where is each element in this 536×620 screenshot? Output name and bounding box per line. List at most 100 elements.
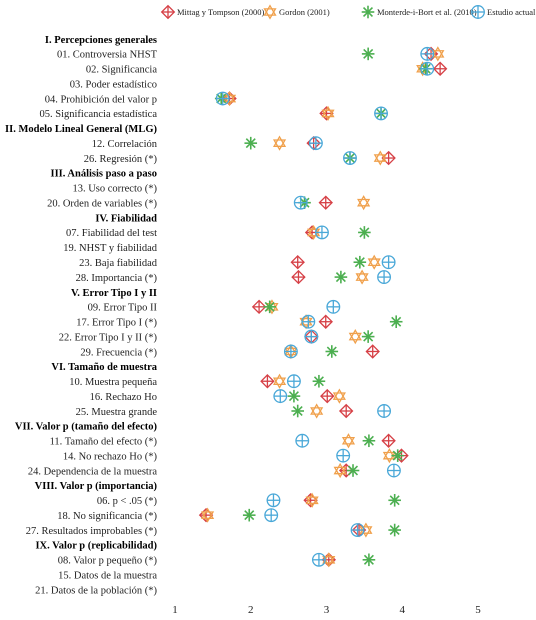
point-asterisk	[388, 493, 401, 507]
item-label: 15. Datos de la muestra	[58, 570, 157, 581]
point-hexagram	[341, 433, 356, 449]
point-asterisk	[287, 389, 301, 403]
point-circle-cross	[420, 61, 435, 76]
point-circle-cross	[377, 404, 392, 418]
x-tick-label: 5	[475, 604, 481, 616]
point-diamond	[260, 374, 275, 389]
point-circle-cross	[283, 344, 298, 359]
legend-marker-1	[263, 4, 277, 20]
point-circle-cross	[273, 389, 288, 404]
item-label: 09. Error Tipo II	[88, 303, 158, 314]
legend-marker-2	[361, 5, 375, 19]
point-circle-cross	[293, 195, 308, 210]
point-circle-cross	[326, 299, 341, 314]
item-label: 10. Muestra pequeña	[69, 377, 157, 388]
point-asterisk	[362, 553, 376, 567]
point-asterisk	[244, 136, 258, 150]
item-label: 01. Controversia NHST	[57, 50, 158, 61]
item-label: 14. No rechazo Ho (*)	[63, 451, 158, 462]
section-header: III. Análisis paso a paso	[50, 169, 157, 180]
point-diamond	[381, 433, 396, 448]
legend-marker-3	[471, 5, 485, 19]
section-header: IX. Valor p (replicabilidad)	[35, 541, 157, 552]
row-labels: I. Percepciones generales 01. Controversi…	[5, 35, 158, 597]
legend-label-2: Monterde-i-Bort et al. (2010)	[377, 7, 477, 17]
point-circle-cross	[343, 151, 357, 165]
item-label: 21. Datos de la población (*)	[35, 585, 157, 596]
point-hexagram	[332, 388, 346, 404]
item-label: 24. Dependencia de la muestra	[28, 466, 157, 477]
item-label: 27. Resultados improbables (*)	[26, 526, 158, 537]
section-header: VII. Valor p (tamaño del efecto)	[15, 422, 158, 433]
x-axis: 1 2 3 4 5	[172, 604, 481, 616]
item-label: 12. Correlación	[92, 139, 158, 150]
point-hexagram	[222, 90, 237, 107]
point-hexagram	[272, 135, 287, 151]
point-asterisk	[362, 434, 376, 448]
point-hexagram	[322, 552, 336, 568]
point-diamond	[291, 269, 306, 285]
point-hexagram	[367, 254, 381, 270]
point-circle-cross	[304, 329, 319, 344]
item-label: 05. Significancia estadística	[39, 109, 157, 120]
item-label: 17. Error Tipo I (*)	[76, 318, 157, 329]
point-hexagram	[348, 328, 362, 345]
point-diamond	[365, 344, 380, 359]
data-markers	[198, 46, 448, 568]
item-label: 26. Regresión (*)	[84, 154, 158, 165]
point-circle-cross	[215, 91, 230, 106]
point-circle-cross	[350, 523, 365, 537]
point-asterisk	[353, 255, 367, 269]
point-asterisk	[263, 300, 276, 314]
point-asterisk	[346, 464, 360, 477]
point-asterisk	[358, 226, 371, 239]
point-circle-cross	[301, 314, 316, 329]
point-circle-cross	[381, 255, 396, 270]
point-diamond	[338, 403, 354, 419]
point-asterisk	[291, 404, 305, 418]
item-label: 18. No significancia (*)	[57, 511, 157, 522]
point-diamond	[290, 254, 305, 270]
point-asterisk	[312, 374, 326, 388]
item-label: 06. p < .05 (*)	[97, 496, 158, 507]
point-hexagram	[310, 403, 324, 419]
point-circle-cross	[386, 463, 401, 478]
point-hexagram	[373, 150, 387, 166]
x-tick-label: 2	[248, 604, 254, 616]
point-hexagram	[357, 195, 371, 211]
point-diamond	[432, 61, 448, 76]
point-hexagram	[305, 492, 319, 508]
item-label: 28. Importancia (*)	[76, 273, 158, 284]
item-label: 11. Tamaño del efecto (*)	[50, 437, 158, 448]
point-circle-cross	[311, 552, 326, 567]
item-label: 03. Poder estadístico	[70, 79, 157, 90]
point-diamond	[251, 299, 267, 315]
point-hexagram	[355, 269, 369, 285]
legend-label-0: Mittag y Tompson (2000)	[177, 7, 264, 17]
legend-label-1: Gordon (2001)	[279, 7, 330, 17]
point-diamond	[318, 314, 333, 329]
point-diamond	[318, 195, 333, 210]
legend: Mittag y Tompson (2000) Gordon (2001) Mont…	[160, 4, 536, 20]
item-label: 29. Frecuencia (*)	[80, 347, 157, 358]
point-circle-cross	[266, 493, 281, 508]
point-asterisk	[361, 47, 375, 61]
point-hexagram	[321, 105, 335, 122]
item-label: 25. Muestra grande	[76, 407, 158, 418]
point-asterisk	[389, 315, 403, 329]
point-hexagram	[272, 373, 287, 389]
section-header: IV. Fiabilidad	[95, 213, 157, 224]
point-circle-cross	[264, 508, 279, 523]
item-label: 08. Valor p pequeño (*)	[58, 556, 158, 567]
point-circle-cross	[336, 448, 351, 463]
item-label: 19. NHST y fiabilidad	[63, 243, 157, 254]
section-header: II. Modelo Lineal General (MLG)	[5, 124, 157, 135]
point-circle-cross	[308, 136, 323, 151]
point-hexagram	[431, 46, 445, 62]
section-header: I. Percepciones generales	[45, 35, 157, 46]
point-circle-cross	[374, 106, 388, 121]
point-asterisk	[391, 449, 405, 462]
item-label: 02. Significancia	[86, 65, 157, 76]
point-circle-cross	[286, 374, 301, 389]
